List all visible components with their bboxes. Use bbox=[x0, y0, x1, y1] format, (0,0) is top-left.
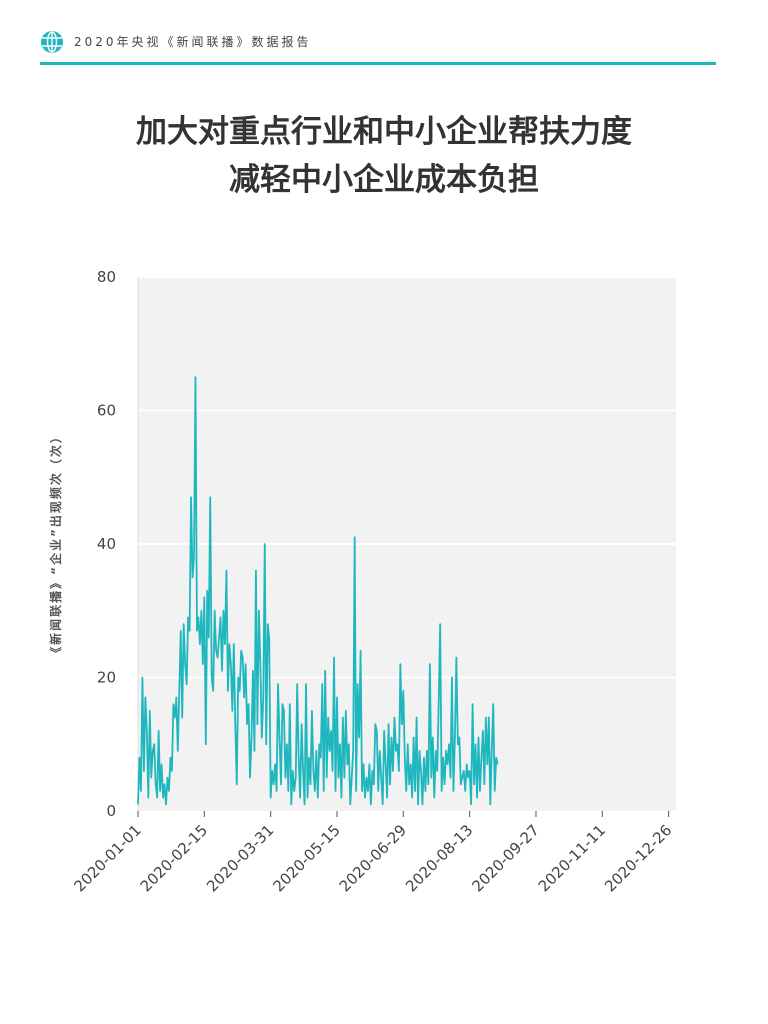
x-tick-label: 2020-08-13 bbox=[402, 821, 476, 895]
x-tick-label: 2020-03-31 bbox=[203, 821, 277, 895]
x-axis-ticks: 2020-01-012020-02-152020-03-312020-05-15… bbox=[70, 811, 675, 895]
y-tick-label: 20 bbox=[97, 669, 116, 687]
y-axis-ticks: 0 20 40 60 80 bbox=[97, 268, 116, 820]
y-tick-label: 60 bbox=[97, 402, 116, 420]
x-tick-label: 2020-01-01 bbox=[70, 821, 144, 895]
report-header: 2020年央视《新闻联播》数据报告 bbox=[40, 28, 716, 65]
x-tick-label: 2020-12-26 bbox=[601, 821, 675, 895]
x-tick-label: 2020-02-15 bbox=[137, 821, 211, 895]
x-tick-label: 2020-06-29 bbox=[336, 821, 410, 895]
y-tick-label: 80 bbox=[97, 268, 116, 286]
y-tick-label: 40 bbox=[97, 535, 116, 553]
report-name: 2020年央视《新闻联播》数据报告 bbox=[74, 35, 312, 49]
x-tick-label: 2020-09-27 bbox=[468, 821, 542, 895]
x-tick-label: 2020-11-11 bbox=[535, 821, 609, 895]
chart-title-line-1: 加大对重点行业和中小企业帮扶力度 bbox=[136, 114, 632, 150]
grid-lines bbox=[138, 276, 676, 679]
series-line bbox=[137, 376, 499, 806]
x-tick-label: 2020-05-15 bbox=[269, 821, 343, 895]
chart-title-line-2: 减轻中小企业成本负担 bbox=[229, 162, 539, 198]
globe-icon bbox=[41, 31, 63, 53]
y-tick-label: 0 bbox=[106, 802, 116, 820]
y-axis-label: 《新闻联播》“企业”出现频次（次） bbox=[48, 429, 63, 659]
